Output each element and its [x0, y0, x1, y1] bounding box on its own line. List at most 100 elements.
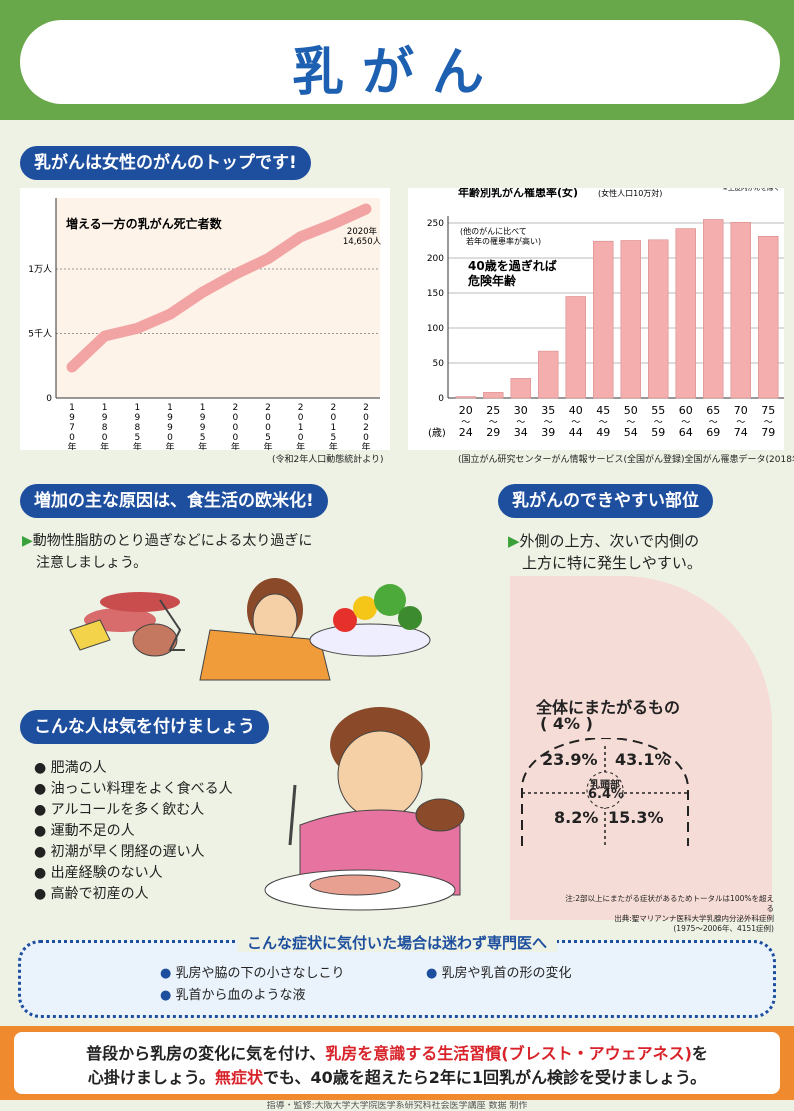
bar-60〜64 [675, 228, 696, 399]
x-tick-label: 0 [298, 413, 304, 423]
x-tick-label: 1 [102, 403, 108, 413]
x-tick-label: 59 [651, 426, 665, 439]
line-chart-source: (令和2年人口動態統計より) [272, 455, 384, 465]
x-tick-label: 1 [330, 423, 336, 433]
x-tick-label: 0 [232, 433, 238, 443]
lower-inner-pct: 15.3% [608, 808, 664, 827]
bar-45〜49 [593, 240, 614, 399]
x-tick-label: 24 [459, 426, 473, 439]
nipple-pct: 6.4% [588, 787, 625, 802]
x-tick-label: 79 [761, 426, 775, 439]
x-tick-label: 5 [265, 433, 271, 443]
x-tick-label: 69 [706, 426, 720, 439]
x-tick-label: 9 [69, 413, 75, 423]
footer-credit: 指導・監修:大阪大学大学院医学系研究科社会医学講座 数据 制作 [266, 1101, 528, 1111]
end-year: 2020年 [347, 226, 378, 237]
x-tick-label: 29 [486, 426, 500, 439]
whole-pct: ( 4% ) [540, 714, 593, 733]
x-tick-label: 0 [232, 413, 238, 423]
data-point [267, 257, 269, 260]
upper-outer-pct: 23.9% [542, 750, 598, 769]
data-point [299, 235, 302, 238]
x-tick-label: 年 [263, 441, 272, 450]
y-tick-label: 5千人 [28, 328, 52, 339]
x-tick-label: 74 [734, 426, 748, 439]
y-tick-label: 200 [427, 254, 444, 264]
data-point [169, 313, 171, 316]
risk-item: ● アルコールを多く飲む人 [34, 802, 205, 818]
x-tick-label: 20 [459, 404, 473, 417]
bar-40〜44 [565, 296, 586, 399]
x-tick-label: 年 [165, 441, 174, 450]
symptom-item: ● 乳房や乳首の形の変化 [426, 966, 572, 981]
bar-chart-unit: (女性人口10万対) [598, 188, 662, 198]
x-tick-label: 50 [624, 404, 638, 417]
x-tick-tilde: 〜 [516, 418, 525, 428]
x-tick-label: 45 [596, 404, 610, 417]
y-tick-label: 1万人 [28, 264, 52, 275]
x-tick-label: 40 [569, 404, 583, 417]
x-tick-label: 25 [486, 404, 500, 417]
symptoms-title: こんな症状に気付いた場合は迷わず専門医へ [0, 932, 794, 953]
x-tick-label: 9 [134, 413, 140, 423]
data-point [365, 207, 367, 210]
x-tick-label: 5 [330, 433, 336, 443]
risk-list: ● 肥満の人 ● 油っこい料理をよく食べる人 ● アルコールを多く飲む人 ● 運動不足… [34, 758, 233, 905]
x-tick-label: 0 [363, 413, 369, 423]
x-tick-label: 39 [541, 426, 555, 439]
section-heading-risk: こんな人は気を付けましょう [20, 710, 269, 744]
bar-chart-title: 年齢別乳がん罹患率(女) [458, 188, 578, 199]
whole-label: 全体にまたがるもの [536, 698, 681, 717]
x-tick-tilde: 〜 [599, 418, 608, 428]
line-chart-panel: 0 5千人 1万人 1 9 7 0 年 1 9 8 0 年 1 9 8 5 年 1 9 9 0 年 1 9 9 5 年 2 0 0 0 年 2 0 0… [20, 188, 390, 453]
x-tick-label: 年 [100, 441, 109, 450]
location-text: ▶外側の上方、次いで内側の 上方に特に発生しやすい。 [508, 532, 702, 572]
x-tick-label: 44 [569, 426, 583, 439]
x-tick-label: 0 [265, 423, 271, 433]
x-tick-label: 35 [541, 404, 555, 417]
x-tick-label: 0 [167, 433, 173, 443]
age-unit: (歳) [428, 427, 446, 439]
x-tick-label: 5 [134, 433, 140, 443]
data-point [234, 273, 237, 276]
bar-25〜29 [483, 392, 504, 399]
y-tick-label: 250 [427, 219, 444, 229]
x-tick-tilde: 〜 [681, 418, 690, 428]
x-tick-label: 年 [361, 441, 370, 450]
x-tick-label: 年 [133, 441, 142, 450]
x-tick-label: 9 [102, 413, 108, 423]
x-tick-tilde: 〜 [764, 418, 773, 428]
bar-20〜24 [455, 396, 476, 399]
x-tick-label: 0 [232, 423, 238, 433]
x-tick-label: 2 [330, 403, 336, 413]
bar-chart-source: (国立がん研究センターがん情報サービス(全国がん登録)全国がん罹患データ(201… [458, 455, 794, 465]
nipple-label: 乳頭部 [590, 780, 620, 791]
section-heading-location: 乳がんのできやすい部位 [498, 484, 713, 518]
bar-50〜54 [620, 240, 641, 399]
x-tick-label: 2 [363, 403, 369, 413]
x-tick-label: 55 [651, 404, 665, 417]
x-tick-label: 年 [198, 441, 207, 450]
symptom-item: ● 乳首から血のような液 [160, 988, 306, 1003]
annotation: 危険年齢 [467, 273, 517, 288]
x-tick-label: 75 [761, 404, 775, 417]
x-tick-tilde: 〜 [544, 418, 553, 428]
annotation: (他のがんに比べて [460, 226, 527, 236]
risk-item: ● 高齢で初産の人 [34, 886, 149, 902]
lower-outer-pct: 8.2% [554, 808, 599, 827]
eating-illustration [264, 707, 465, 911]
x-tick-label: 9 [200, 423, 206, 433]
bar-75〜79 [758, 235, 779, 399]
annotation: 40歳を過ぎれば [468, 258, 557, 273]
x-tick-label: 1 [134, 403, 140, 413]
x-tick-tilde: 〜 [654, 418, 663, 428]
x-tick-label: 年 [296, 441, 305, 450]
plot-area [448, 216, 784, 398]
x-tick-tilde: 〜 [736, 418, 745, 428]
x-tick-label: 9 [167, 423, 173, 433]
x-tick-label: 64 [679, 426, 693, 439]
arrow-icon: ▶ [508, 532, 520, 550]
x-tick-label: 30 [514, 404, 528, 417]
x-tick-label: 0 [69, 433, 75, 443]
x-tick-label: 2 [232, 403, 238, 413]
